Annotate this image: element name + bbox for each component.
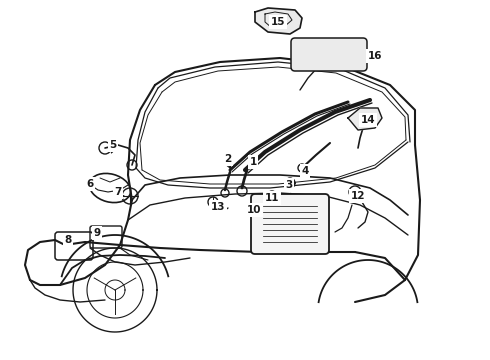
- Text: 8: 8: [64, 235, 72, 245]
- Text: 12: 12: [351, 191, 365, 201]
- Text: 14: 14: [361, 115, 375, 125]
- Text: 5: 5: [109, 140, 117, 150]
- Text: 10: 10: [247, 205, 261, 215]
- FancyBboxPatch shape: [251, 194, 329, 254]
- Text: 2: 2: [224, 154, 232, 164]
- Text: 4: 4: [301, 166, 309, 176]
- Text: 11: 11: [265, 193, 279, 203]
- FancyBboxPatch shape: [291, 38, 367, 71]
- Text: 16: 16: [368, 51, 382, 61]
- Text: 3: 3: [285, 180, 293, 190]
- Text: 7: 7: [114, 187, 122, 197]
- Text: 13: 13: [211, 202, 225, 212]
- Polygon shape: [348, 108, 382, 130]
- Polygon shape: [255, 8, 302, 34]
- Text: 9: 9: [94, 228, 100, 238]
- Text: 15: 15: [271, 17, 285, 27]
- Text: 6: 6: [86, 179, 94, 189]
- Text: 1: 1: [249, 157, 257, 167]
